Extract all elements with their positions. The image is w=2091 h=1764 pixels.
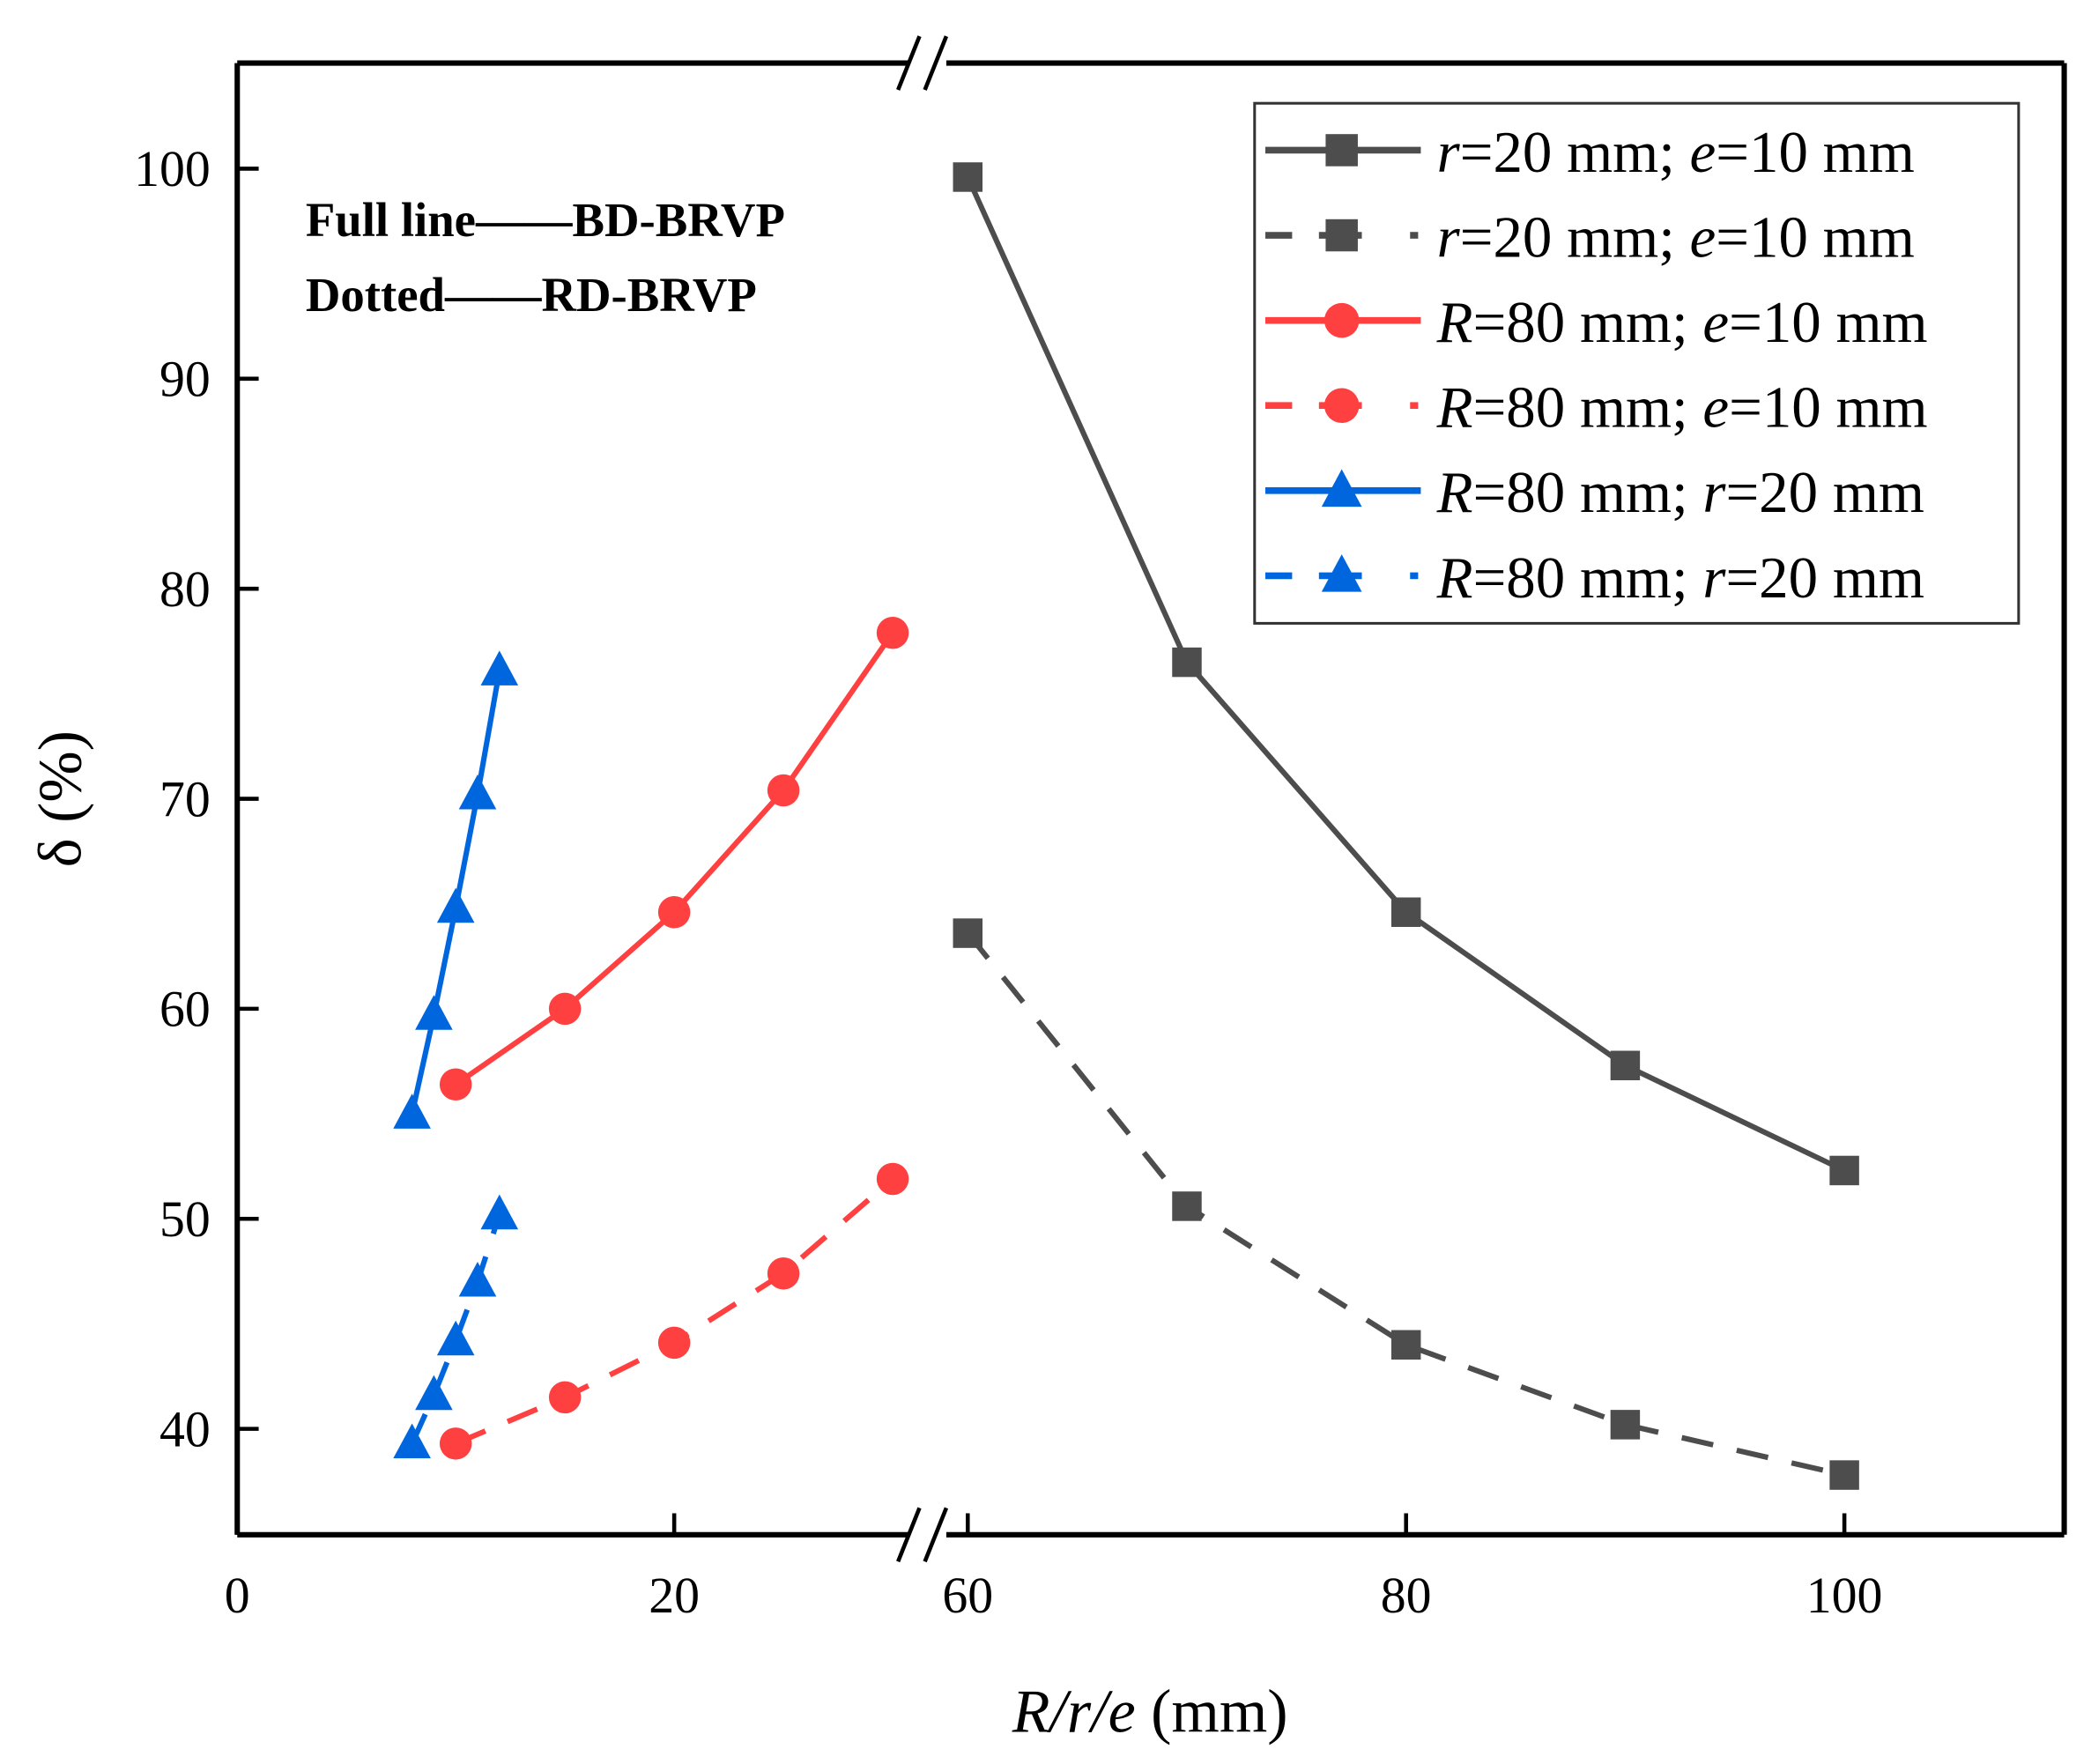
data-point-triangle: [415, 1375, 453, 1411]
legend-label: R=80 mm; r=20 mm: [1436, 545, 1924, 611]
annotation-line-1: Full line——BD-BRVP: [306, 193, 785, 247]
data-point-triangle: [1321, 554, 1362, 592]
x-tick-label: 80: [1381, 1567, 1432, 1624]
legend-item: r=20 mm; e=10 mm: [1264, 120, 1915, 185]
data-point-circle: [548, 1381, 582, 1414]
series-5: [393, 650, 519, 1129]
y-tick-label: 40: [159, 1400, 211, 1457]
series-6: [393, 1194, 519, 1459]
data-point-circle: [876, 616, 909, 649]
x-tick-label: 20: [649, 1567, 700, 1624]
y-tick-label: 60: [159, 981, 211, 1038]
data-point-triangle: [458, 774, 497, 810]
data-point-circle: [767, 774, 800, 807]
y-tick-label: 100: [134, 140, 211, 197]
legend-label: r=20 mm; e=10 mm: [1437, 204, 1915, 270]
y-tick-label: 70: [159, 770, 211, 827]
legend-label: R=80 mm; e=10 mm: [1436, 375, 1928, 441]
data-point-triangle: [1321, 469, 1362, 508]
data-point-circle: [657, 895, 691, 929]
data-point-circle: [439, 1427, 472, 1460]
series-line: [454, 631, 895, 1087]
series-3: [439, 616, 909, 1101]
data-point-circle: [876, 1162, 909, 1196]
series-line: [409, 1213, 502, 1445]
data-point-triangle: [436, 1320, 475, 1356]
data-point-square: [1172, 1191, 1202, 1221]
series-1: [953, 162, 1859, 1186]
y-tick-label: 50: [159, 1190, 211, 1248]
data-point-circle: [1324, 388, 1360, 424]
series-line: [455, 1176, 895, 1447]
legend-item: R=80 mm; e=10 mm: [1264, 290, 1928, 355]
data-point-triangle: [480, 650, 519, 686]
legend-item: R=80 mm; r=20 mm: [1264, 460, 1924, 525]
x-tick-label: 100: [1806, 1567, 1883, 1624]
data-point-circle: [657, 1326, 691, 1360]
legend-label: r=20 mm; e=10 mm: [1437, 120, 1915, 185]
axis-break-mark: [923, 1507, 949, 1563]
data-point-square: [1325, 219, 1358, 252]
axis-ticks: 0 20 60 80 100 40 50 60 70 80 90 100: [134, 140, 1882, 1624]
series-line: [965, 931, 1845, 1479]
data-point-triangle: [393, 1423, 431, 1459]
data-point-square: [1610, 1410, 1641, 1440]
data-point-square: [1610, 1050, 1641, 1080]
data-point-triangle: [393, 1093, 431, 1129]
data-point-square: [1325, 134, 1358, 167]
data-point-square: [1829, 1155, 1859, 1186]
x-tick-label: 0: [225, 1567, 250, 1624]
annotation-line-2: Dotted——RD-BRVP: [306, 268, 757, 322]
legend-item: R=80 mm; e=10 mm: [1264, 375, 1928, 441]
axis-break-mark: [896, 1507, 922, 1563]
legend-label: R=80 mm; r=20 mm: [1436, 460, 1924, 525]
data-point-square: [953, 918, 983, 948]
series-layer: [393, 162, 1859, 1490]
data-point-square: [953, 162, 983, 192]
y-tick-label: 90: [159, 351, 211, 408]
legend-box: [1253, 101, 2021, 625]
y-axis-label: δ (%): [26, 730, 94, 867]
axis-break-mark: [896, 35, 922, 91]
data-point-circle: [439, 1068, 472, 1101]
data-point-square: [1172, 647, 1202, 678]
data-point-square: [1390, 1330, 1421, 1360]
data-point-circle: [548, 992, 582, 1026]
x-axis-label: R/r/e (mm): [1012, 1678, 1288, 1745]
legend-item: R=80 mm; r=20 mm: [1264, 545, 1924, 611]
data-point-circle: [767, 1256, 800, 1290]
x-tick-label: 60: [942, 1567, 993, 1624]
data-point-triangle: [415, 995, 453, 1030]
axis-break-mark: [923, 35, 949, 91]
series-2: [953, 918, 1859, 1490]
data-point-triangle: [480, 1194, 519, 1230]
series-4: [439, 1162, 909, 1460]
legend: r=20 mm; e=10 mm r=20 mm; e=10 mm R=80 mm;…: [1253, 101, 2021, 625]
legend-item: r=20 mm; e=10 mm: [1264, 204, 1915, 270]
legend-label: R=80 mm; e=10 mm: [1436, 290, 1928, 355]
data-point-triangle: [458, 1261, 497, 1297]
data-point-triangle: [436, 887, 475, 923]
data-point-circle: [1324, 302, 1360, 338]
data-point-square: [1390, 897, 1421, 927]
y-tick-label: 80: [159, 560, 211, 618]
data-point-square: [1829, 1460, 1859, 1490]
